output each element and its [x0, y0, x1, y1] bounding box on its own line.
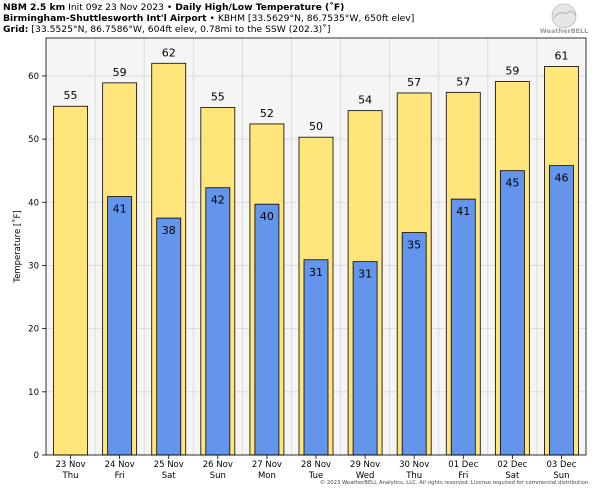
x-tick-day: Sun: [210, 471, 226, 481]
low-bar: [205, 187, 231, 456]
separator: •: [206, 13, 218, 24]
product-title: Daily High/Low Temperature (˚F): [175, 2, 345, 13]
x-tick-date: 23 Nov: [55, 460, 85, 470]
x-tick-date: 27 Nov: [252, 460, 282, 470]
model-name: NBM 2.5 km: [3, 2, 66, 13]
separator: •: [164, 2, 176, 13]
high-bar: [53, 105, 88, 456]
y-tick-label: 30: [28, 261, 39, 271]
y-tick-label: 10: [28, 388, 39, 398]
high-value-label: 59: [113, 66, 127, 79]
y-tick-label: 50: [28, 135, 39, 145]
grid-label: Grid:: [3, 24, 29, 35]
low-bar: [450, 198, 476, 456]
high-value-label: 50: [309, 120, 323, 133]
x-tick-day: Mon: [258, 471, 276, 481]
x-tick-day: Wed: [356, 471, 375, 481]
low-bar: [401, 232, 427, 456]
station-name: Birmingham-Shuttlesworth Int'l Airport: [3, 13, 207, 24]
x-tick-date: 29 Nov: [350, 460, 380, 470]
x-tick-date: 28 Nov: [301, 460, 331, 470]
low-value-label: 45: [505, 177, 519, 190]
y-tick-label: 60: [28, 72, 39, 82]
high-value-label: 57: [407, 76, 421, 89]
low-value-label: 31: [358, 268, 372, 281]
x-tick-day: Thu: [62, 471, 79, 481]
y-tick-label: 0: [34, 451, 39, 461]
x-tick-date: 25 Nov: [154, 460, 184, 470]
x-tick-day: Sat: [162, 471, 177, 481]
x-tick-day: Sat: [505, 471, 520, 481]
x-tick-day: Tue: [308, 471, 324, 481]
station-detail: KBHM [33.5629°N, 86.7535°W, 650ft elev]: [217, 13, 415, 24]
low-bar: [499, 170, 525, 456]
low-bar: [352, 261, 378, 456]
high-value-label: 55: [211, 91, 225, 104]
y-tick-label: 20: [28, 325, 39, 335]
grid-detail: [33.5525°N, 86.7586°W, 604ft elev, 0.78m…: [31, 24, 331, 35]
header-line-model: NBM 2.5 km Init 09z 23 Nov 2023 • Daily …: [3, 2, 344, 13]
low-value-label: 31: [309, 266, 323, 279]
low-bar: [549, 165, 574, 456]
low-temperature-series: 41 38 42 40 31 31 35 41 45 46: [107, 165, 574, 456]
high-value-label: 57: [456, 75, 470, 88]
x-tick-date: 01 Dec: [448, 460, 478, 470]
x-tick-date: 30 Nov: [399, 460, 429, 470]
init-time: Init 09z 23 Nov 2023: [68, 2, 165, 13]
x-tick-date: 24 Nov: [105, 460, 135, 470]
low-bar: [156, 217, 182, 456]
high-value-label: 59: [505, 65, 519, 78]
x-tick-day: Fri: [458, 471, 468, 481]
low-value-label: 40: [260, 210, 274, 223]
high-value-label: 55: [64, 89, 78, 102]
high-value-label: 61: [554, 49, 568, 62]
logo-text: WeatherBELL: [540, 27, 589, 35]
x-tick-day: Fri: [115, 471, 125, 481]
low-value-label: 42: [211, 194, 225, 207]
weatherbell-logo: WeatherBELL: [540, 3, 589, 35]
header-line-station: Birmingham-Shuttlesworth Int'l Airport •…: [3, 13, 414, 24]
low-bar: [107, 196, 133, 456]
low-bar: [254, 203, 280, 456]
x-tick-day: Thu: [405, 471, 422, 481]
x-tick-day: Sun: [553, 471, 569, 481]
low-value-label: 41: [113, 203, 127, 216]
x-tick-date: 03 Dec: [546, 460, 576, 470]
low-bar: [303, 259, 329, 456]
header-line-grid: Grid: [33.5525°N, 86.7586°W, 604ft elev,…: [3, 24, 330, 35]
y-axis-label: Temperature [˚F]: [12, 210, 23, 283]
y-tick-label: 40: [28, 198, 39, 208]
high-value-label: 54: [358, 94, 372, 107]
low-value-label: 41: [456, 205, 470, 218]
x-tick-date: 26 Nov: [203, 460, 233, 470]
copyright-notice: © 2023 WeatherBELL Analytics, LLC. All r…: [319, 480, 590, 486]
low-value-label: 46: [554, 172, 568, 185]
low-value-label: 38: [162, 224, 176, 237]
high-value-label: 62: [162, 46, 176, 59]
low-value-label: 35: [407, 239, 421, 252]
x-tick-date: 02 Dec: [497, 460, 527, 470]
high-value-label: 52: [260, 107, 274, 120]
